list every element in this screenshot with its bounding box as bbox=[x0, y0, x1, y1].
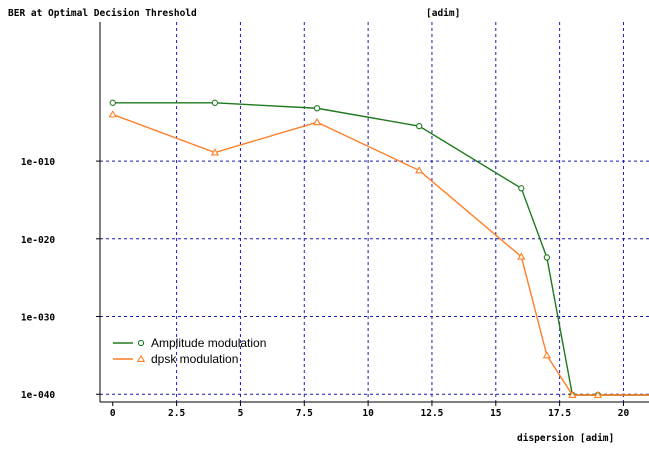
data-point bbox=[313, 105, 321, 112]
data-point bbox=[312, 117, 322, 126]
series-group bbox=[108, 99, 649, 399]
legend-label: dpsk modulation bbox=[151, 352, 238, 366]
legend-label: Amplitude modulation bbox=[151, 336, 266, 350]
data-point bbox=[109, 99, 116, 106]
data-point bbox=[518, 185, 525, 192]
x-tick-label: 2.5 bbox=[168, 408, 185, 419]
y-tick-label: 1e-040 bbox=[21, 390, 56, 401]
data-point bbox=[593, 390, 603, 398]
x-axis-label: dispersion [adim] bbox=[517, 433, 614, 444]
y-tick-labels: 1e-010 1e-020 1e-030 1e-040 bbox=[21, 157, 56, 401]
x-tick-label: 17.5 bbox=[548, 408, 571, 419]
x-tick-label: 5 bbox=[238, 408, 244, 419]
y-unit-label: [adim] bbox=[426, 8, 460, 19]
data-point bbox=[542, 351, 552, 359]
data-point bbox=[543, 254, 551, 261]
y-tick-label: 1e-020 bbox=[21, 235, 56, 246]
legend-marker bbox=[136, 354, 146, 362]
legend: Amplitude modulation dpsk modulation bbox=[113, 336, 266, 366]
x-tick-label: 10 bbox=[362, 408, 374, 419]
series-dpsk-modulation bbox=[108, 110, 649, 398]
data-point bbox=[517, 252, 526, 260]
x-tick-label: 20 bbox=[618, 408, 630, 419]
x-tick-label: 12.5 bbox=[421, 408, 444, 419]
data-point bbox=[108, 110, 117, 118]
x-tick-label: 15 bbox=[490, 408, 502, 419]
data-point bbox=[415, 166, 424, 174]
data-point bbox=[211, 99, 219, 106]
legend-marker bbox=[137, 339, 145, 347]
data-point bbox=[568, 390, 577, 398]
chart-title: BER at Optimal Decision Threshold bbox=[8, 8, 197, 19]
y-tick-label: 1e-010 bbox=[21, 157, 56, 168]
plot-area bbox=[100, 22, 649, 402]
x-tick-labels: 0 2.5 5 7.5 10 12.5 15 17.5 20 bbox=[110, 408, 630, 419]
x-tick-label: 7.5 bbox=[296, 408, 313, 419]
data-point bbox=[416, 122, 423, 130]
data-point bbox=[210, 148, 220, 156]
y-tick-label: 1e-030 bbox=[21, 313, 56, 324]
x-tick-label: 0 bbox=[110, 408, 116, 419]
axes bbox=[96, 22, 649, 406]
